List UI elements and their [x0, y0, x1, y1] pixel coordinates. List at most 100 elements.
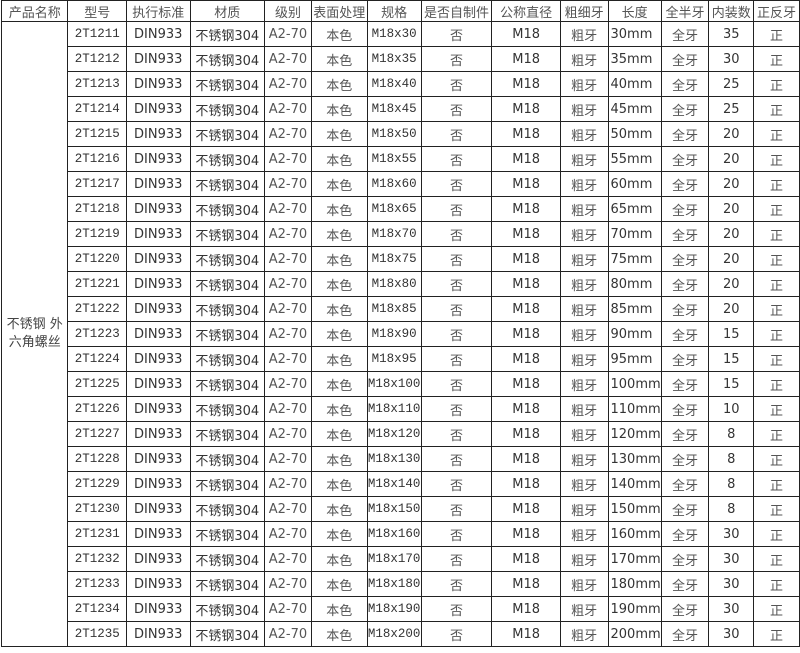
cell-thread-direction: 正 — [753, 321, 800, 347]
cell-spec: M18x100 — [366, 371, 422, 397]
cell-standard: DIN933 — [125, 271, 191, 297]
column-header-surface-treatment: 表面处理 — [310, 0, 368, 22]
cell-spec: M18x45 — [366, 96, 422, 122]
cell-surface-treatment: 本色 — [310, 96, 368, 122]
cell-thread-direction: 正 — [753, 546, 800, 572]
cell-thread-direction: 正 — [753, 221, 800, 247]
cell-thread-pitch: 粗牙 — [559, 46, 609, 72]
column-header-standard: 执行标准 — [125, 0, 191, 22]
cell-model: 2T1226 — [67, 396, 127, 422]
cell-length: 55mm — [607, 146, 662, 172]
cell-self-made: 否 — [420, 96, 493, 122]
cell-thread-pitch: 粗牙 — [559, 321, 609, 347]
column-header-model: 型号 — [67, 0, 127, 22]
table-row: 2T1226 DIN933 不锈钢304 A2-70 本色 M18x110 否 M18 粗牙 11… — [2, 396, 800, 422]
cell-pack-quantity: 8 — [708, 421, 755, 447]
cell-standard: DIN933 — [125, 596, 191, 622]
table-row: 2T1214 DIN933 不锈钢304 A2-70 本色 M18x45 否 M18 粗牙 45m… — [2, 96, 800, 122]
cell-grade: A2-70 — [264, 396, 312, 422]
cell-thread-direction: 正 — [753, 21, 800, 47]
cell-self-made: 否 — [420, 446, 493, 472]
cell-nominal-diameter: M18 — [491, 171, 561, 197]
cell-standard: DIN933 — [125, 121, 191, 147]
cell-standard: DIN933 — [125, 146, 191, 172]
table-row: 2T1216 DIN933 不锈钢304 A2-70 本色 M18x55 否 M18 粗牙 55m… — [2, 146, 800, 172]
cell-length: 200mm — [607, 621, 662, 647]
cell-material: 不锈钢304 — [189, 171, 266, 197]
cell-thread-pitch: 粗牙 — [559, 371, 609, 397]
cell-spec: M18x160 — [366, 521, 422, 547]
cell-thread-type: 全牙 — [660, 146, 710, 172]
table-row: 2T1235 DIN933 不锈钢304 A2-70 本色 M18x200 否 M18 粗牙 20… — [2, 621, 800, 647]
cell-model: 2T1232 — [67, 546, 127, 572]
cell-material: 不锈钢304 — [189, 346, 266, 372]
cell-model: 2T1224 — [67, 346, 127, 372]
cell-thread-pitch: 粗牙 — [559, 596, 609, 622]
cell-grade: A2-70 — [264, 246, 312, 272]
cell-pack-quantity: 15 — [708, 346, 755, 372]
cell-thread-pitch: 粗牙 — [559, 271, 609, 297]
cell-standard: DIN933 — [125, 446, 191, 472]
cell-length: 80mm — [607, 271, 662, 297]
cell-pack-quantity: 25 — [708, 71, 755, 97]
cell-standard: DIN933 — [125, 196, 191, 222]
cell-thread-type: 全牙 — [660, 421, 710, 447]
cell-model: 2T1220 — [67, 246, 127, 272]
cell-length: 40mm — [607, 71, 662, 97]
cell-spec: M18x150 — [366, 496, 422, 522]
cell-thread-type: 全牙 — [660, 346, 710, 372]
cell-nominal-diameter: M18 — [491, 571, 561, 597]
cell-surface-treatment: 本色 — [310, 471, 368, 497]
cell-spec: M18x70 — [366, 221, 422, 247]
cell-material: 不锈钢304 — [189, 96, 266, 122]
table-row: 2T1225 DIN933 不锈钢304 A2-70 本色 M18x100 否 M18 粗牙 10… — [2, 371, 800, 397]
cell-thread-type: 全牙 — [660, 546, 710, 572]
cell-material: 不锈钢304 — [189, 321, 266, 347]
cell-thread-type: 全牙 — [660, 571, 710, 597]
cell-material: 不锈钢304 — [189, 521, 266, 547]
cell-spec: M18x170 — [366, 546, 422, 572]
cell-material: 不锈钢304 — [189, 271, 266, 297]
cell-self-made: 否 — [420, 221, 493, 247]
cell-thread-pitch: 粗牙 — [559, 521, 609, 547]
cell-model: 2T1221 — [67, 271, 127, 297]
cell-thread-type: 全牙 — [660, 496, 710, 522]
cell-model: 2T1222 — [67, 296, 127, 322]
cell-length: 30mm — [607, 21, 662, 47]
cell-thread-pitch: 粗牙 — [559, 496, 609, 522]
cell-surface-treatment: 本色 — [310, 421, 368, 447]
cell-spec: M18x85 — [366, 296, 422, 322]
cell-nominal-diameter: M18 — [491, 71, 561, 97]
cell-thread-type: 全牙 — [660, 21, 710, 47]
cell-surface-treatment: 本色 — [310, 346, 368, 372]
cell-material: 不锈钢304 — [189, 621, 266, 647]
cell-grade: A2-70 — [264, 196, 312, 222]
cell-surface-treatment: 本色 — [310, 271, 368, 297]
cell-spec: M18x60 — [366, 171, 422, 197]
cell-thread-pitch: 粗牙 — [559, 71, 609, 97]
cell-thread-direction: 正 — [753, 621, 800, 647]
column-header-thread-type: 全半牙 — [660, 0, 710, 22]
cell-model: 2T1216 — [67, 146, 127, 172]
cell-model: 2T1223 — [67, 321, 127, 347]
cell-thread-direction: 正 — [753, 571, 800, 597]
cell-thread-pitch: 粗牙 — [559, 146, 609, 172]
cell-thread-direction: 正 — [753, 296, 800, 322]
cell-nominal-diameter: M18 — [491, 246, 561, 272]
cell-nominal-diameter: M18 — [491, 46, 561, 72]
cell-grade: A2-70 — [264, 371, 312, 397]
cell-grade: A2-70 — [264, 321, 312, 347]
cell-pack-quantity: 30 — [708, 546, 755, 572]
cell-model: 2T1229 — [67, 471, 127, 497]
column-header-spec: 规格 — [366, 0, 422, 22]
cell-surface-treatment: 本色 — [310, 546, 368, 572]
cell-pack-quantity: 20 — [708, 171, 755, 197]
cell-self-made: 否 — [420, 46, 493, 72]
cell-model: 2T1213 — [67, 71, 127, 97]
cell-material: 不锈钢304 — [189, 71, 266, 97]
column-header-thread-pitch: 粗细牙 — [559, 0, 609, 22]
cell-thread-type: 全牙 — [660, 196, 710, 222]
cell-self-made: 否 — [420, 171, 493, 197]
cell-standard: DIN933 — [125, 571, 191, 597]
table-row: 2T1234 DIN933 不锈钢304 A2-70 本色 M18x190 否 M18 粗牙 19… — [2, 596, 800, 622]
